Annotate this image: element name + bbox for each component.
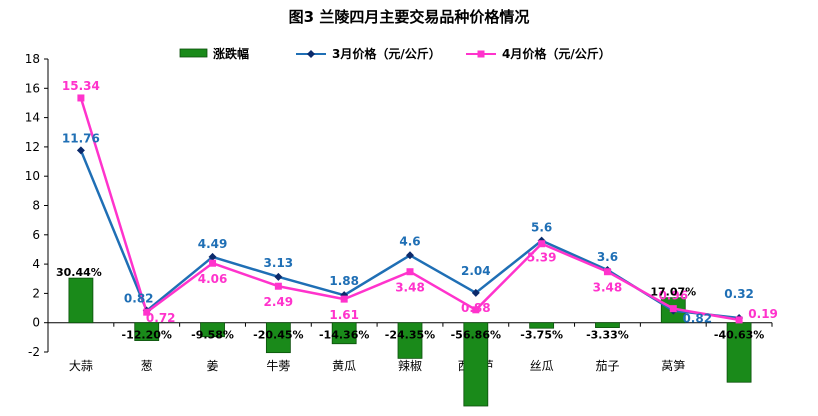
- march-price-label: 2.04: [461, 264, 491, 278]
- y-tick-label: 4: [32, 257, 40, 271]
- legend-label-april: 4月价格（元/公斤）: [502, 46, 611, 61]
- april-price-label: 0.96: [658, 289, 688, 303]
- change-bar-label: -40.63%: [714, 329, 764, 342]
- legend-swatch-change: [179, 48, 208, 58]
- change-bar-label: -24.35%: [385, 329, 435, 342]
- y-tick-label: 2: [32, 286, 40, 300]
- april-price-label: 15.34: [62, 79, 100, 93]
- april-price-label: 3.48: [593, 281, 623, 295]
- change-bar-label: -3.75%: [520, 329, 563, 342]
- x-category-label: 葱: [141, 359, 153, 373]
- april-price-label: 0.19: [748, 307, 778, 321]
- y-tick-label: 8: [32, 199, 40, 213]
- change-bar: [331, 322, 357, 345]
- y-tick-label: 18: [25, 52, 40, 66]
- april-price-label: 3.48: [395, 281, 425, 295]
- change-bar-label: 17.07%: [650, 286, 696, 299]
- legend-label-march: 3月价格（元/公斤）: [332, 46, 441, 61]
- march-price-label: 3.13: [264, 256, 294, 270]
- chart-title: 图3 兰陵四月主要交易品种价格情况: [289, 8, 530, 26]
- change-bar-label: 30.44%: [56, 266, 102, 279]
- x-category-label: 黄瓜: [332, 359, 356, 373]
- march-price-label: 5.6: [531, 221, 552, 235]
- chart-axes: -2024681012141618大蒜葱姜牛蒡黄瓜辣椒西葫芦丝瓜茄子莴笋白菜: [25, 52, 773, 373]
- x-category-label: 牛蒡: [266, 358, 290, 373]
- march-price-point: [471, 288, 480, 297]
- y-tick-label: 6: [32, 228, 40, 242]
- march-price-label: 1.88: [329, 274, 359, 288]
- change-bar-label: -20.45%: [253, 329, 303, 342]
- april-price-point: [406, 268, 414, 276]
- y-tick-label: 10: [25, 169, 40, 183]
- legend-marker-march: [307, 50, 315, 58]
- bar-series: [68, 277, 752, 407]
- legend-label-change: 涨跌幅: [213, 46, 249, 61]
- change-bar-label: -12.20%: [122, 329, 172, 342]
- april-price-label: 0.88: [461, 301, 491, 315]
- x-category-label: 丝瓜: [530, 359, 554, 373]
- change-bar: [134, 322, 160, 341]
- change-bar-label: -9.58%: [191, 329, 234, 342]
- april-price-point: [77, 94, 85, 102]
- april-price-point: [143, 308, 151, 316]
- april-price-label: 1.61: [329, 308, 359, 322]
- y-tick-label: 16: [25, 81, 40, 95]
- march-price-label: 0.82: [682, 312, 712, 326]
- april-price-point: [538, 240, 546, 248]
- march-price-label: 0.32: [724, 287, 754, 301]
- april-price-label: 2.49: [264, 295, 294, 309]
- april-price-point: [209, 259, 217, 267]
- april-price-label: 5.39: [527, 251, 557, 265]
- change-bar: [68, 277, 94, 324]
- chart-legend: 涨跌幅 3月价格（元/公斤） 4月价格（元/公斤）: [179, 46, 611, 61]
- change-bar: [200, 322, 225, 338]
- april-price-point: [472, 306, 480, 314]
- x-category-label: 姜: [207, 359, 219, 373]
- legend-marker-april: [477, 50, 485, 58]
- x-category-label: 辣椒: [398, 359, 422, 373]
- april-price-point: [735, 316, 743, 324]
- change-bar: [265, 322, 291, 354]
- y-tick-label: -2: [28, 345, 40, 359]
- change-bar: [595, 322, 620, 328]
- change-bar-label: -56.86%: [451, 329, 501, 342]
- x-category-label: 大蒜: [69, 359, 93, 373]
- april-price-point: [603, 268, 611, 276]
- april-price-point: [340, 295, 348, 303]
- april-price-label: 4.06: [198, 272, 228, 286]
- change-bar: [463, 322, 489, 407]
- march-price-label: 11.76: [62, 131, 100, 145]
- april-price-point: [669, 305, 677, 313]
- march-price-point: [76, 146, 85, 155]
- x-category-label: 茄子: [595, 359, 619, 373]
- march-price-point: [406, 251, 414, 260]
- y-tick-label: 0: [32, 316, 40, 330]
- change-bar: [529, 322, 555, 329]
- data-labels: 11.76 0.82 4.49 3.13 1.88 4.6 2.04 5.6 3.6 0.82 0.…: [56, 79, 778, 342]
- line-series: [76, 94, 744, 324]
- change-bar-label: -3.33%: [586, 329, 629, 342]
- y-tick-label: 12: [25, 140, 40, 154]
- march-price-label: 0.82: [124, 292, 154, 306]
- change-bar: [397, 322, 423, 359]
- april-price-label: 0.72: [146, 311, 176, 325]
- march-price-label: 4.49: [198, 237, 228, 251]
- x-category-label: 莴笋: [661, 358, 685, 373]
- y-tick-label: 14: [25, 111, 40, 125]
- april-price-point: [274, 282, 282, 290]
- change-bar: [726, 322, 752, 383]
- march-price-label: 4.6: [399, 234, 420, 248]
- march-price-label: 3.6: [597, 250, 618, 264]
- march-price-point: [274, 272, 283, 281]
- change-bar-label: -14.36%: [319, 329, 369, 342]
- march-price-point: [208, 252, 217, 261]
